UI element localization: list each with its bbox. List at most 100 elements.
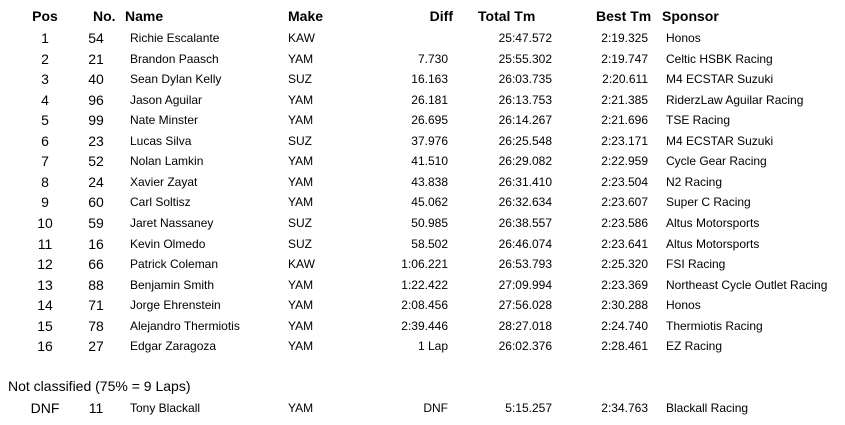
cell-diff: 26.181 <box>411 92 448 107</box>
header-make: Make <box>288 8 324 24</box>
cell-name: Jorge Ehrenstein <box>130 298 221 313</box>
cell-make: YAM <box>288 339 314 354</box>
cell-pos: 4 <box>41 91 49 108</box>
cell-pos: 12 <box>37 256 53 273</box>
cell-name: Kevin Olmedo <box>130 236 206 251</box>
cell-best-time: 2:28.461 <box>601 339 648 354</box>
cell-number: 54 <box>88 30 104 46</box>
cell-best-time: 2:23.369 <box>601 277 648 292</box>
cell-number: 40 <box>88 71 104 88</box>
cell-sponsor: TSE Racing <box>666 113 731 128</box>
cell-total-time: 26:53.793 <box>498 257 552 272</box>
cell-number: 11 <box>88 400 104 416</box>
cell-number: 16 <box>88 235 104 252</box>
cell-pos: 14 <box>37 297 53 314</box>
cell-diff: 2:08.456 <box>401 298 448 313</box>
table-row: 2 21 Brandon Paasch YAM 7.730 25:55.302 2:19.7… <box>0 49 845 69</box>
cell-sponsor: Altus Motorsports <box>666 236 760 251</box>
cell-total-time: 27:09.994 <box>498 277 552 292</box>
cell-name: Benjamin Smith <box>130 277 215 292</box>
cell-make: YAM <box>288 154 314 169</box>
cell-best-time: 2:23.607 <box>601 195 648 210</box>
cell-sponsor: Super C Racing <box>666 195 751 210</box>
cell-make: SUZ <box>288 236 312 251</box>
cell-diff: 1:22.422 <box>401 277 448 292</box>
cell-best-time: 2:24.740 <box>601 318 648 333</box>
cell-number: 78 <box>88 317 104 334</box>
cell-sponsor: M4 ECSTAR Suzuki <box>666 72 774 87</box>
header-number: No. <box>93 8 116 24</box>
cell-best-time: 2:23.504 <box>601 174 648 189</box>
header-total-time: Total Tm <box>478 8 536 24</box>
cell-total-time: 26:32.634 <box>498 195 552 210</box>
cell-pos: 6 <box>41 132 49 149</box>
cell-make: SUZ <box>288 215 312 230</box>
cell-total-time: 26:14.267 <box>498 113 552 128</box>
cell-number: 88 <box>88 276 104 293</box>
cell-number: 59 <box>88 214 104 231</box>
cell-sponsor: N2 Racing <box>666 174 723 189</box>
cell-number: 71 <box>88 297 104 314</box>
cell-best-time: 2:23.171 <box>601 133 648 148</box>
cell-number: 21 <box>88 50 104 67</box>
cell-sponsor: Honos <box>666 31 701 45</box>
table-row: 5 99 Nate Minster YAM 26.695 26:14.267 2:21.69… <box>0 110 845 130</box>
cell-make: YAM <box>288 298 314 313</box>
table-row: 7 52 Nolan Lamkin YAM 41.510 26:29.082 2:22.95… <box>0 151 845 171</box>
cell-total-time: 27:56.028 <box>498 298 552 313</box>
cell-diff: 37.976 <box>411 133 448 148</box>
cell-number: 96 <box>88 91 104 108</box>
table-row: 1 54 Richie Escalante KAW 25:47.572 2:19.325 H… <box>0 28 845 48</box>
cell-sponsor: Cycle Gear Racing <box>666 154 767 169</box>
cell-name: Xavier Zayat <box>130 174 198 189</box>
cell-total-time: 26:29.082 <box>498 154 552 169</box>
header-diff: Diff <box>429 8 453 24</box>
cell-name: Lucas Silva <box>130 133 192 148</box>
cell-pos: 8 <box>41 173 49 190</box>
header-pos: Pos <box>32 8 58 24</box>
cell-sponsor: Celtic HSBK Racing <box>666 51 773 66</box>
table-row: 15 78 Alejandro Thermiotis YAM 2:39.446 28:27… <box>0 316 845 336</box>
cell-make: YAM <box>288 401 314 415</box>
cell-pos: DNF <box>30 400 60 416</box>
cell-name: Jason Aguilar <box>130 92 203 107</box>
table-row: 14 71 Jorge Ehrenstein YAM 2:08.456 27:56.028… <box>0 295 845 315</box>
cell-total-time: 26:02.376 <box>498 339 552 354</box>
cell-sponsor: FSI Racing <box>666 257 726 272</box>
cell-name: Nolan Lamkin <box>130 154 204 169</box>
cell-sponsor: EZ Racing <box>666 339 723 354</box>
cell-diff: 1 Lap <box>417 339 448 354</box>
cell-make: YAM <box>288 195 314 210</box>
table-row: 4 96 Jason Aguilar YAM 26.181 26:13.753 2:21.3… <box>0 90 845 110</box>
cell-pos: 15 <box>37 317 53 334</box>
cell-diff: 41.510 <box>411 154 448 169</box>
cell-diff: 16.163 <box>411 72 448 87</box>
cell-number: 99 <box>88 112 104 129</box>
cell-make: SUZ <box>288 72 312 87</box>
cell-total-time: 26:25.548 <box>498 133 552 148</box>
cell-name: Tony Blackall <box>130 401 201 415</box>
cell-diff: 58.502 <box>411 236 448 251</box>
cell-sponsor: Northeast Cycle Outlet Racing <box>666 277 828 292</box>
cell-diff: 7.730 <box>417 51 448 66</box>
cell-make: YAM <box>288 113 314 128</box>
results-header-row: Pos No. Name Make Diff Total Tm Best Tm … <box>0 6 845 26</box>
cell-total-time: 28:27.018 <box>498 318 552 333</box>
table-row: DNF 11 Tony Blackall YAM DNF 5:15.257 2:34.763… <box>0 398 845 418</box>
cell-best-time: 2:25.320 <box>601 257 648 272</box>
cell-name: Patrick Coleman <box>130 257 219 272</box>
cell-total-time: 25:47.572 <box>498 31 552 45</box>
cell-make: KAW <box>288 257 315 272</box>
cell-pos: 7 <box>41 153 49 170</box>
cell-name: Edgar Zaragoza <box>130 339 217 354</box>
cell-number: 23 <box>88 132 104 149</box>
cell-make: YAM <box>288 318 314 333</box>
cell-total-time: 26:13.753 <box>498 92 552 107</box>
cell-number: 24 <box>88 173 104 190</box>
cell-make: YAM <box>288 51 314 66</box>
cell-pos: 2 <box>41 50 49 67</box>
cell-name: Richie Escalante <box>130 31 220 45</box>
table-row: 13 88 Benjamin Smith YAM 1:22.422 27:09.994 2:… <box>0 275 845 295</box>
cell-best-time: 2:30.288 <box>601 298 648 313</box>
cell-number: 66 <box>88 256 104 273</box>
